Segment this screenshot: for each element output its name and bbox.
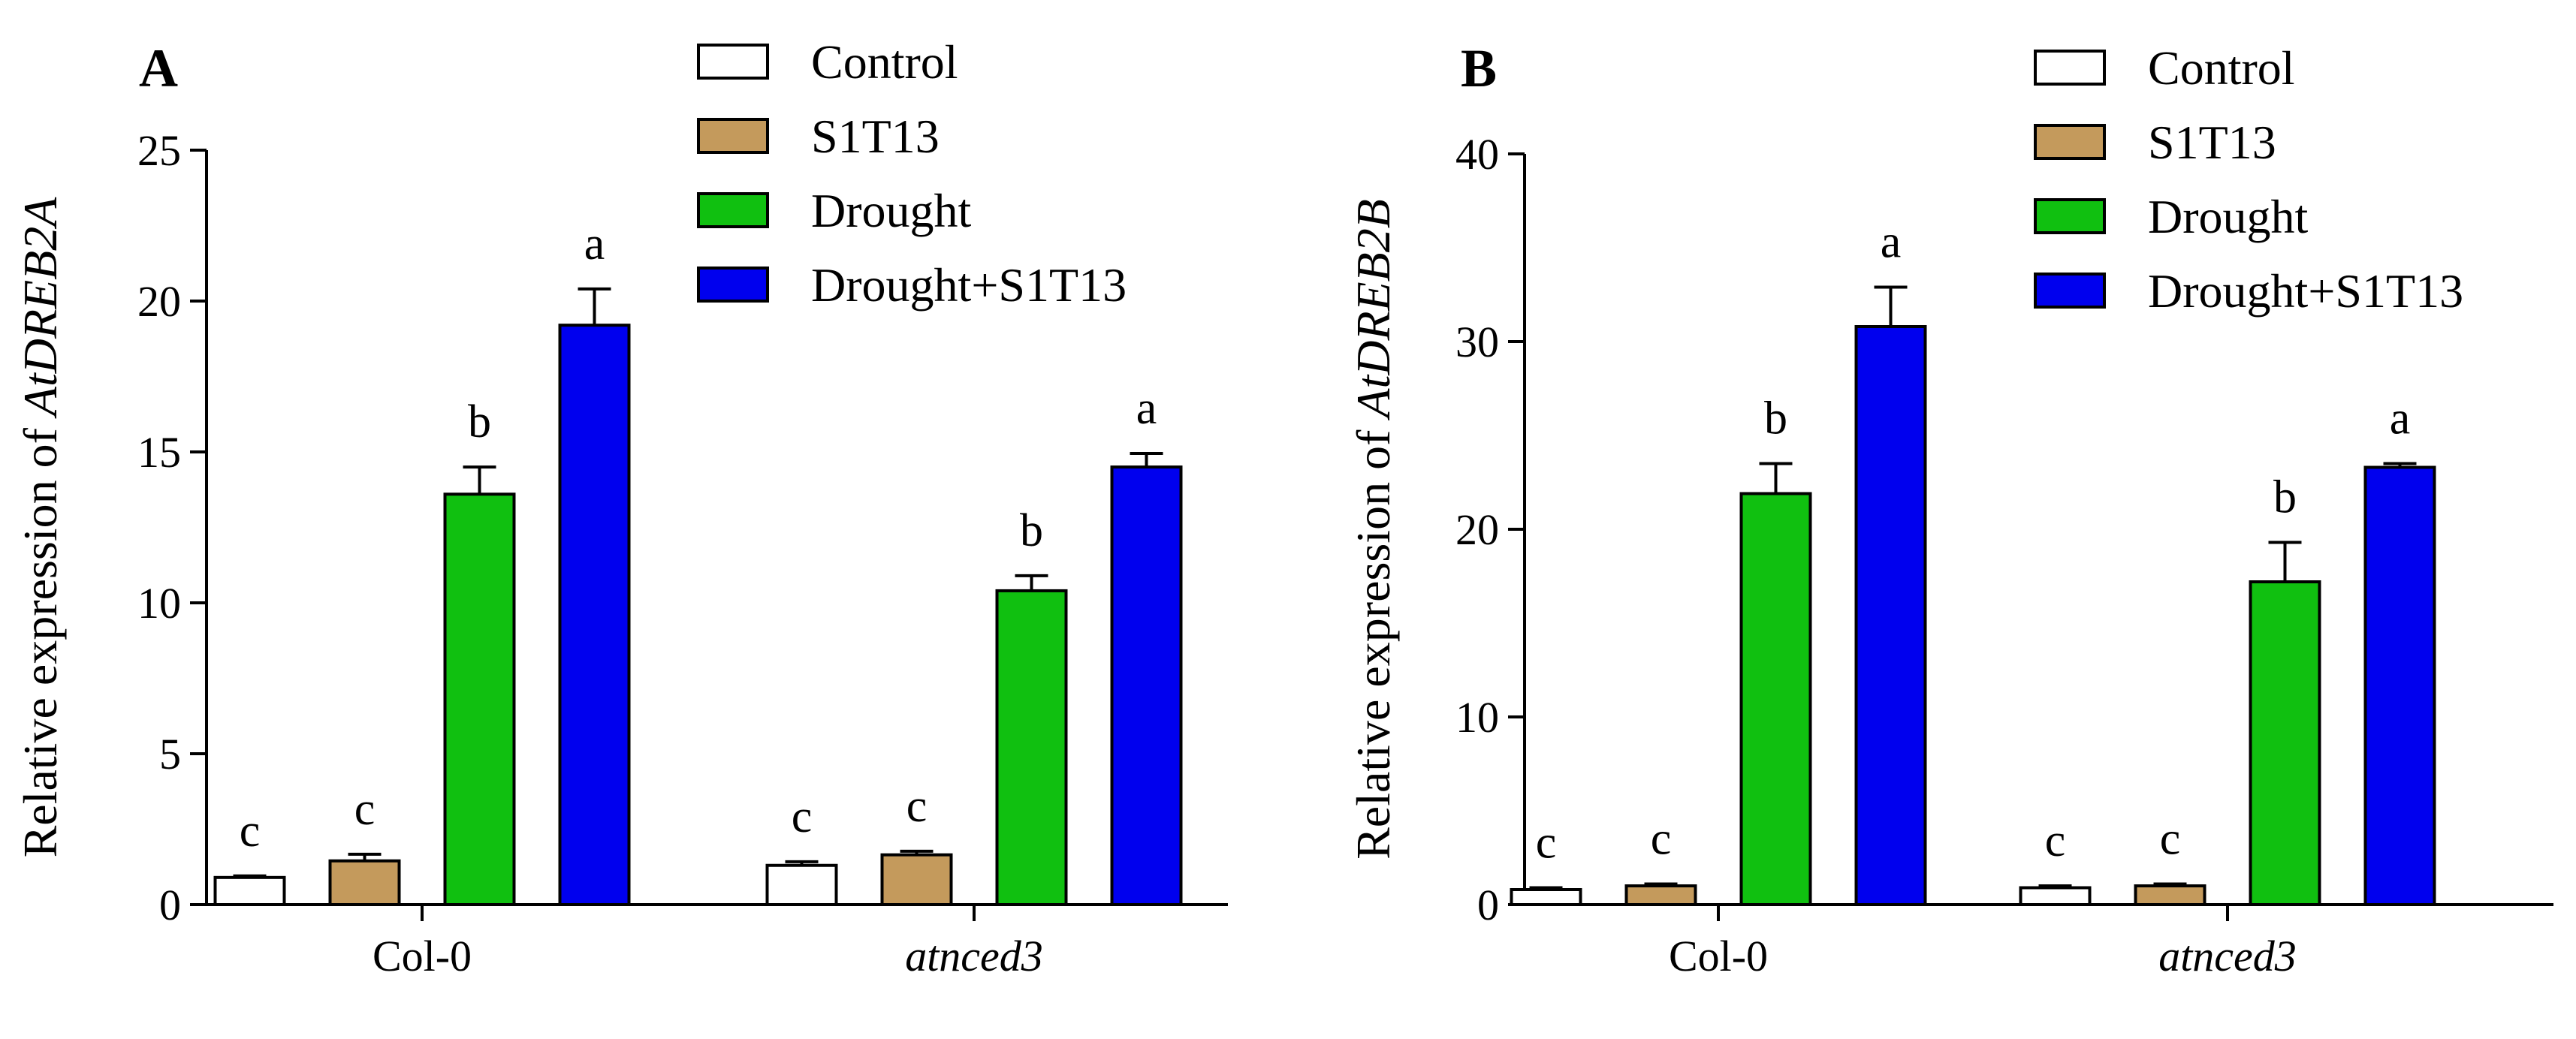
bar (328, 859, 401, 906)
legend-swatch (2034, 124, 2106, 160)
significance-letter: a (1881, 217, 1902, 268)
y-tick-label: 40 (1455, 130, 1499, 179)
significance-letter: b (1764, 393, 1787, 444)
bar (1510, 888, 1582, 906)
y-axis-label: Relative expression of AtDREB2B (1347, 199, 1400, 860)
significance-letter: c (354, 784, 376, 835)
significance-letter: a (2390, 393, 2411, 444)
significance-letter: c (2045, 815, 2066, 866)
legend-label: S1T13 (2148, 116, 2276, 169)
legend-swatch (2034, 273, 2106, 309)
legend-swatch (2034, 198, 2106, 234)
significance-letter: c (792, 791, 813, 842)
x-tick-label: atnced3 (905, 932, 1043, 980)
legend-label: S1T13 (811, 110, 940, 163)
x-tick-label: Col-0 (1669, 932, 1768, 980)
y-axis-label-prefix: Relative expression of (14, 416, 67, 857)
y-axis-label-gene: AtDREB2A (14, 197, 67, 419)
legend-label: Control (811, 35, 958, 89)
y-tick-label: 15 (137, 428, 181, 477)
legend-label: Drought+S1T13 (2148, 264, 2463, 318)
y-tick-label: 10 (137, 579, 181, 628)
significance-letter: c (1651, 814, 1672, 865)
bar (995, 589, 1068, 906)
significance-letter: a (584, 218, 605, 270)
legend-swatch (2034, 50, 2106, 86)
bar (558, 324, 631, 907)
bar (1624, 884, 1697, 906)
y-tick-label: 30 (1455, 318, 1499, 366)
panel-letter: B (1461, 38, 1497, 98)
panel-a: A 0 5 10 15 20 25 Relative expression of AtDREB… (14, 35, 1228, 980)
bar (443, 492, 516, 906)
bar (1854, 325, 1927, 906)
y-axis-label: Relative expression of AtDREB2A (14, 197, 67, 858)
legend-label: Drought+S1T13 (811, 258, 1127, 312)
legend-label: Drought (2148, 190, 2309, 243)
y-axis-label-prefix: Relative expression of (1347, 418, 1400, 860)
y-tick-label: 0 (159, 881, 181, 929)
panel-b: B 0 10 20 30 40 Relative expression of AtDREB2… (1347, 38, 2553, 980)
significance-letter: c (1536, 818, 1557, 869)
significance-letter: b (1020, 505, 1043, 556)
legend-label: Drought (811, 184, 972, 237)
significance-letter: c (906, 781, 928, 832)
bar (2019, 886, 2092, 906)
bar (1110, 465, 1183, 906)
y-tick-label: 25 (137, 126, 181, 175)
y-axis-label-gene: AtDREB2B (1347, 199, 1400, 420)
y-tick-label: 20 (137, 277, 181, 326)
bar (765, 863, 838, 906)
bar (1739, 492, 1812, 906)
bar (213, 875, 286, 906)
legend-swatch (697, 118, 769, 154)
significance-letter: c (240, 806, 261, 857)
y-tick-label: 5 (159, 730, 181, 778)
legend-label: Control (2148, 41, 2295, 95)
significance-letter: b (468, 396, 491, 447)
bar (2363, 465, 2436, 906)
legend-swatch (697, 192, 769, 228)
x-tick-label: Col-0 (373, 932, 472, 980)
legend-swatch (697, 267, 769, 303)
legend-swatch (697, 44, 769, 80)
bar (2134, 884, 2206, 906)
bar (2249, 580, 2321, 906)
y-tick-label: 10 (1455, 693, 1499, 742)
x-tick-label: atnced3 (2158, 932, 2297, 980)
panel-letter: A (139, 38, 178, 98)
bar (880, 853, 953, 907)
y-tick-label: 20 (1455, 505, 1499, 554)
significance-letter: a (1136, 383, 1157, 434)
significance-letter: c (2160, 814, 2181, 865)
significance-letter: b (2273, 472, 2297, 523)
y-tick-label: 0 (1477, 881, 1499, 929)
